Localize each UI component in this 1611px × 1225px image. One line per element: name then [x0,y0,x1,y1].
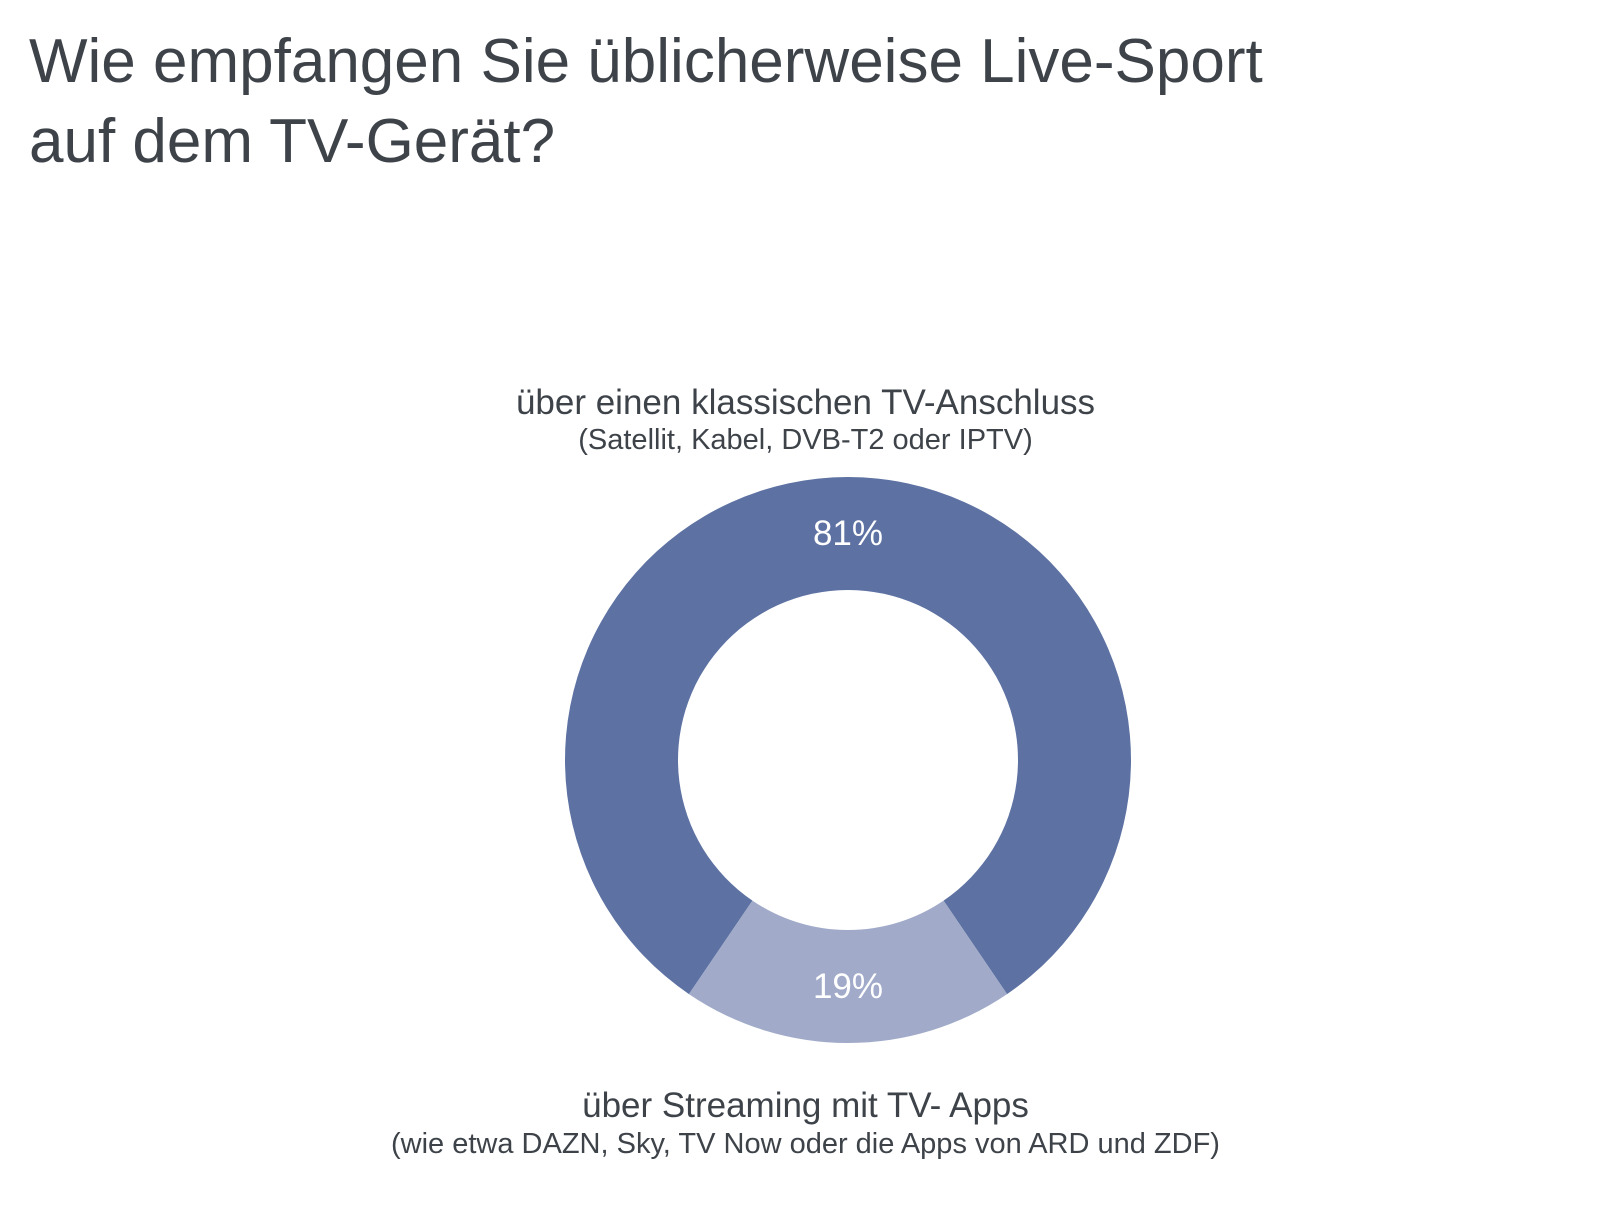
chart-title-line-2: auf dem TV-Gerät? [29,107,556,176]
donut-slice-2 [688,900,1008,1043]
classic-tv-sublabel: (Satellit, Kabel, DVB-T2 oder IPTV) [578,424,1033,456]
donut-value-label-1: 81% [813,514,883,553]
chart-title: Wie empfangen Sie üblicherweise Live-Spo… [29,22,1429,182]
classic-tv-label: über einen klassischen TV-Anschluss [515,383,1096,422]
donut-value-label-2: 19% [813,967,883,1006]
streaming-label: über Streaming mit TV- Apps [582,1086,1029,1125]
streaming-sublabel: (wie etwa DAZN, Sky, TV Now oder die App… [391,1128,1220,1160]
chart-title-line-1: Wie empfangen Sie üblicherweise Live-Spo… [29,27,1263,96]
donut-slice-1 [565,477,1132,995]
